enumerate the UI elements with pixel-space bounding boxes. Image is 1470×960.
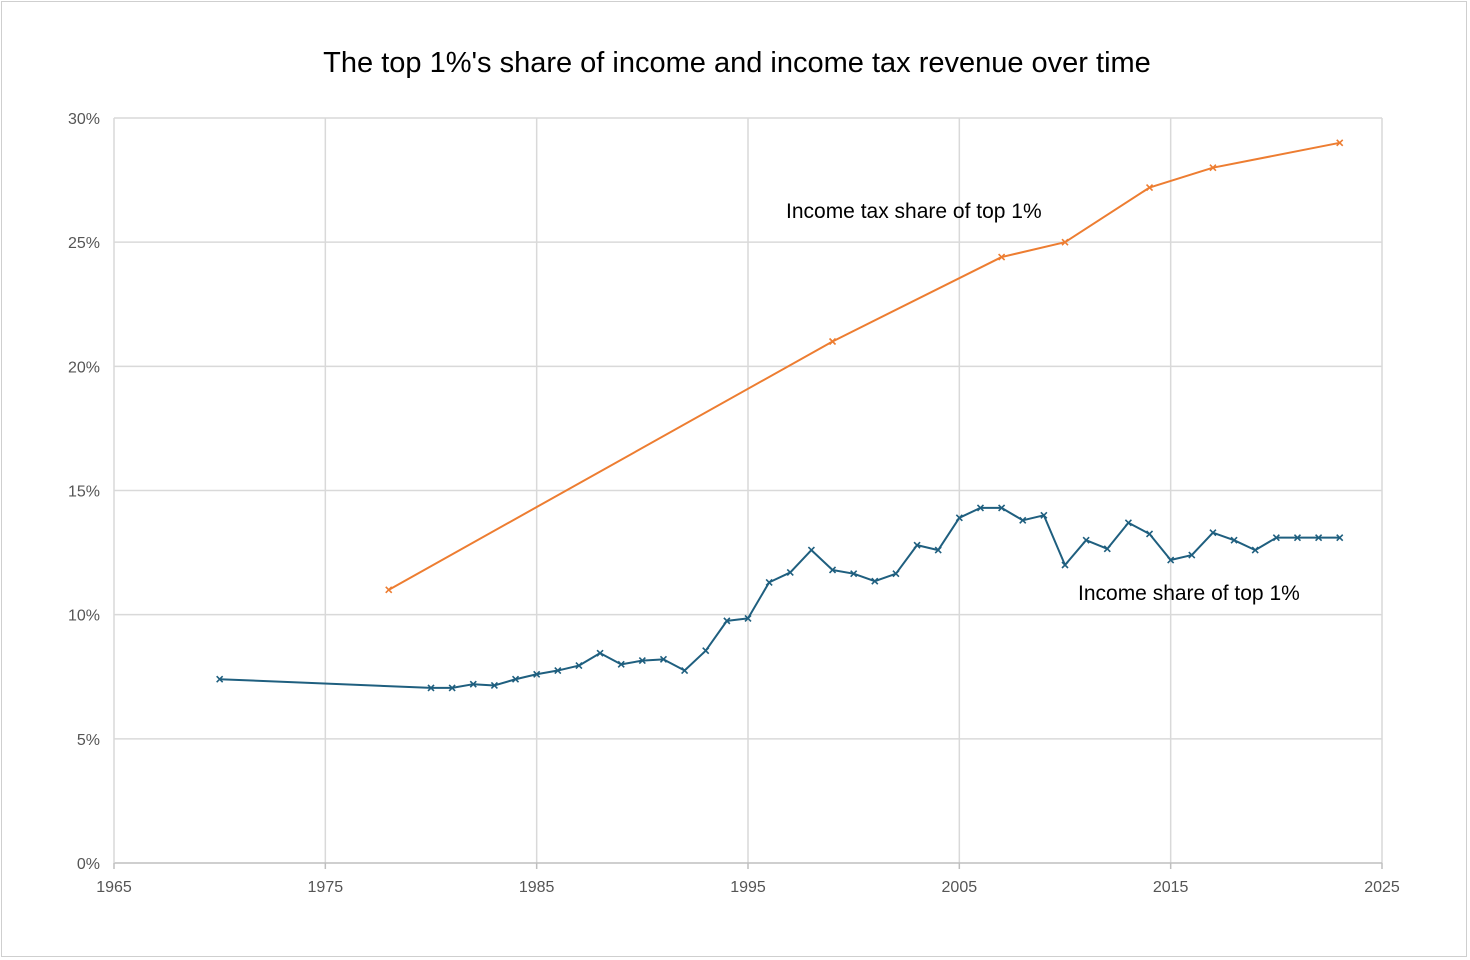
data-point-marker	[850, 570, 858, 578]
data-point-marker	[596, 649, 604, 657]
x-tick-label: 2025	[1364, 879, 1400, 896]
data-point-marker	[786, 568, 794, 577]
data-point-marker	[1124, 519, 1132, 527]
annotation-income-share: Income share of top 1%	[1078, 582, 1300, 605]
data-point-marker	[871, 577, 879, 585]
y-tick-label: 10%	[68, 608, 100, 625]
data-point-marker	[1293, 534, 1302, 542]
data-point-marker	[448, 684, 456, 692]
gridlines	[114, 117, 1383, 863]
data-point-marker	[1082, 536, 1090, 544]
data-point-marker	[617, 660, 625, 668]
x-tick-label: 1975	[308, 879, 344, 896]
data-point-marker	[1336, 139, 1344, 147]
data-point-marker	[1145, 183, 1154, 192]
data-point-marker	[807, 546, 815, 554]
data-point-marker	[1167, 556, 1175, 564]
data-point-marker	[469, 680, 477, 688]
x-tick-label: 1985	[519, 879, 555, 896]
data-point-marker	[998, 504, 1006, 512]
data-point-marker	[744, 614, 752, 622]
data-point-marker	[638, 657, 646, 665]
y-tick-label: 5%	[77, 732, 100, 749]
annotations: Income tax share of top 1% Income share o…	[786, 200, 1300, 605]
x-tick-label: 1965	[96, 879, 132, 896]
data-point-marker	[427, 684, 435, 692]
data-point-marker	[1272, 534, 1280, 542]
x-tick-label: 1995	[730, 879, 766, 896]
data-point-marker	[681, 666, 689, 675]
data-point-marker	[533, 670, 541, 678]
data-point-marker	[1145, 530, 1154, 538]
x-tick-label: 2005	[942, 879, 978, 896]
data-point-marker	[892, 570, 900, 578]
series-income-share	[216, 504, 1344, 692]
data-point-marker	[1336, 534, 1344, 542]
y-tick-label: 0%	[77, 856, 100, 873]
annotation-income-tax-share: Income tax share of top 1%	[786, 200, 1042, 223]
data-point-marker	[1209, 529, 1217, 537]
data-point-marker	[998, 253, 1006, 261]
data-point-marker	[955, 514, 963, 522]
x-tick-label: 2015	[1153, 879, 1189, 896]
data-point-marker	[976, 504, 985, 512]
data-point-marker	[575, 662, 583, 670]
y-axis-ticks: 0% 5% 10% 15% 20% 25% 30%	[68, 111, 100, 873]
data-point-marker	[828, 566, 837, 574]
y-tick-label: 15%	[68, 484, 100, 501]
data-point-marker	[1019, 516, 1027, 524]
x-axis-ticks: 1965 1975 1985 1995 2005 2015 2025	[96, 879, 1400, 896]
data-point-marker	[913, 541, 921, 549]
data-point-marker	[702, 647, 710, 655]
data-point-marker	[1061, 238, 1069, 246]
data-point-marker	[1230, 536, 1238, 544]
chart-title: The top 1%'s share of income and income …	[323, 47, 1151, 79]
y-tick-label: 25%	[68, 235, 100, 252]
data-point-marker	[1103, 545, 1111, 553]
data-point-marker	[1061, 561, 1069, 569]
series-layer	[216, 139, 1344, 692]
data-point-marker	[385, 586, 393, 594]
y-tick-label: 20%	[68, 359, 100, 376]
data-point-marker	[511, 675, 520, 683]
data-point-marker	[490, 681, 498, 690]
data-point-marker	[1188, 551, 1196, 559]
data-point-marker	[659, 655, 668, 663]
data-point-marker	[554, 666, 562, 675]
data-point-marker	[828, 337, 837, 346]
data-point-marker	[1209, 164, 1217, 172]
y-tick-label: 30%	[68, 111, 100, 128]
data-point-marker	[1251, 546, 1259, 554]
data-point-marker	[765, 578, 773, 586]
data-point-marker	[934, 546, 942, 554]
data-point-marker	[216, 675, 224, 683]
data-point-marker	[1315, 534, 1323, 542]
axes	[113, 118, 1383, 869]
data-point-marker	[1040, 511, 1048, 519]
series-income-tax-share	[385, 139, 1344, 594]
data-point-marker	[723, 617, 731, 625]
